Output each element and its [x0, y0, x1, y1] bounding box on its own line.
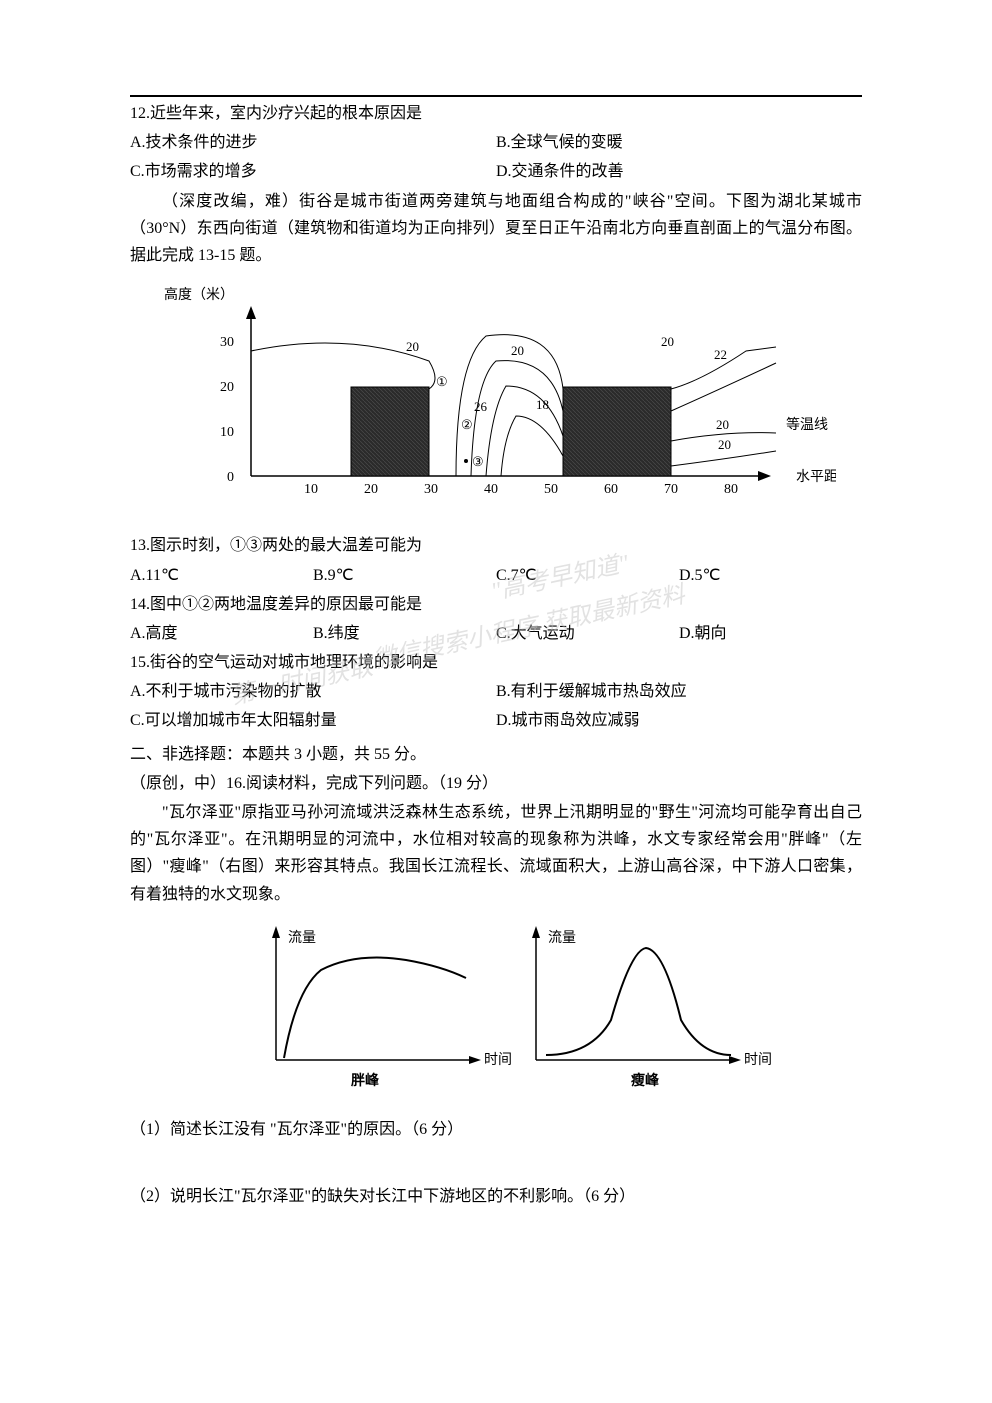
svg-text:80: 80: [724, 482, 738, 497]
q14-stem: 14.图中①②两地温度差异的原因最可能是: [130, 591, 862, 618]
q12-stem: 12.近些年来，室内沙疗兴起的根本原因是: [130, 100, 862, 127]
svg-text:22: 22: [714, 347, 727, 362]
svg-text:①: ①: [436, 374, 448, 389]
svg-text:18: 18: [536, 397, 549, 412]
svg-text:26: 26: [474, 399, 488, 414]
svg-text:20: 20: [511, 343, 524, 358]
q12-opt-b: B.全球气候的变暖: [496, 129, 862, 156]
q16-sub1: （1）简述长江没有 "瓦尔泽亚"的原因。（6 分）: [130, 1116, 862, 1143]
svg-text:30: 30: [424, 482, 438, 497]
q15-opt-d: D.城市雨岛效应减弱: [496, 707, 862, 734]
svg-text:10: 10: [220, 425, 234, 440]
svg-text:胖峰: 胖峰: [351, 1072, 380, 1089]
q13-options: A.11℃ B.9℃ C.7℃ D.5℃: [130, 562, 862, 589]
svg-text:时间: 时间: [484, 1052, 512, 1068]
svg-text:20: 20: [406, 339, 419, 354]
q15-opt-a: A.不利于城市污染物的扩散: [130, 678, 496, 705]
q16-sub2: （2）说明长江"瓦尔泽亚"的缺失对长江中下游地区的不利影响。（6 分）: [130, 1183, 862, 1210]
q15-stem: 15.街谷的空气运动对城市地理环境的影响是: [130, 649, 862, 676]
q12-opt-d: D.交通条件的改善: [496, 158, 862, 185]
q13-opt-d: D.5℃: [679, 562, 862, 589]
passage1-text: （深度改编，难）街谷是城市街道两旁建筑与地面组合构成的"峡谷"空间。下图为湖北某…: [130, 188, 862, 270]
svg-text:30: 30: [220, 335, 234, 350]
svg-text:时间: 时间: [744, 1052, 772, 1068]
q14-opt-b: B.纬度: [313, 620, 496, 647]
q13-opt-a: A.11℃: [130, 562, 313, 589]
top-border: [130, 95, 862, 97]
svg-text:20: 20: [661, 334, 674, 349]
svg-text:流量: 流量: [548, 930, 576, 946]
svg-text:20: 20: [718, 437, 731, 452]
q12-opt-a: A.技术条件的进步: [130, 129, 496, 156]
svg-text:50: 50: [544, 482, 558, 497]
q14-opt-d: D.朝向: [679, 620, 862, 647]
q15-options-row2: C.可以增加城市年太阳辐射量 D.城市雨岛效应减弱: [130, 707, 862, 734]
svg-text:20: 20: [220, 380, 234, 395]
svg-text:10: 10: [304, 482, 318, 497]
figure1-street-canyon: 高度（米） 0 10 20 30 10 20 30 40 50 60 70 80…: [130, 281, 862, 520]
q15-opt-c: C.可以增加城市年太阳辐射量: [130, 707, 496, 734]
svg-text:40: 40: [484, 482, 498, 497]
q13-stem: 13.图示时刻，①③两处的最大温差可能为: [130, 532, 862, 559]
figure2-flood-peaks: 流量 时间 胖峰 流量 时间 瘦峰: [130, 920, 862, 1104]
q15-opt-b: B.有利于缓解城市热岛效应: [496, 678, 862, 705]
q13-opt-c: C.7℃: [496, 562, 679, 589]
q14-options: A.高度 B.纬度 C.大气运动 D.朝向: [130, 620, 862, 647]
svg-text:水平距离（米）: 水平距离（米）: [796, 468, 836, 485]
fig1-ylabel: 高度（米）: [164, 286, 234, 303]
q14-opt-c: C.大气运动: [496, 620, 679, 647]
q16-intro: （原创，中）16.阅读材料，完成下列问题。（19 分）: [130, 770, 862, 797]
svg-text:20: 20: [716, 417, 729, 432]
svg-text:20: 20: [364, 482, 378, 497]
svg-text:瘦峰: 瘦峰: [631, 1072, 660, 1089]
svg-text:0: 0: [227, 470, 234, 485]
section2-title: 二、非选择题：本题共 3 小题，共 55 分。: [130, 741, 862, 768]
svg-text:70: 70: [664, 482, 678, 497]
q12-options-row2: C.市场需求的增多 D.交通条件的改善: [130, 158, 862, 185]
q13-opt-b: B.9℃: [313, 562, 496, 589]
q12-opt-c: C.市场需求的增多: [130, 158, 496, 185]
q16-body: "瓦尔泽亚"原指亚马孙河流域洪泛森林生态系统，世界上汛期明显的"野生"河流均可能…: [130, 799, 862, 908]
q12-options-row1: A.技术条件的进步 B.全球气候的变暖: [130, 129, 862, 156]
q14-opt-a: A.高度: [130, 620, 313, 647]
q15-options-row1: A.不利于城市污染物的扩散 B.有利于缓解城市热岛效应: [130, 678, 862, 705]
svg-text:60: 60: [604, 482, 618, 497]
svg-text:等温线: 等温线: [786, 416, 828, 433]
svg-text:流量: 流量: [288, 930, 316, 946]
svg-text:③: ③: [472, 454, 484, 469]
svg-text:②: ②: [461, 417, 473, 432]
